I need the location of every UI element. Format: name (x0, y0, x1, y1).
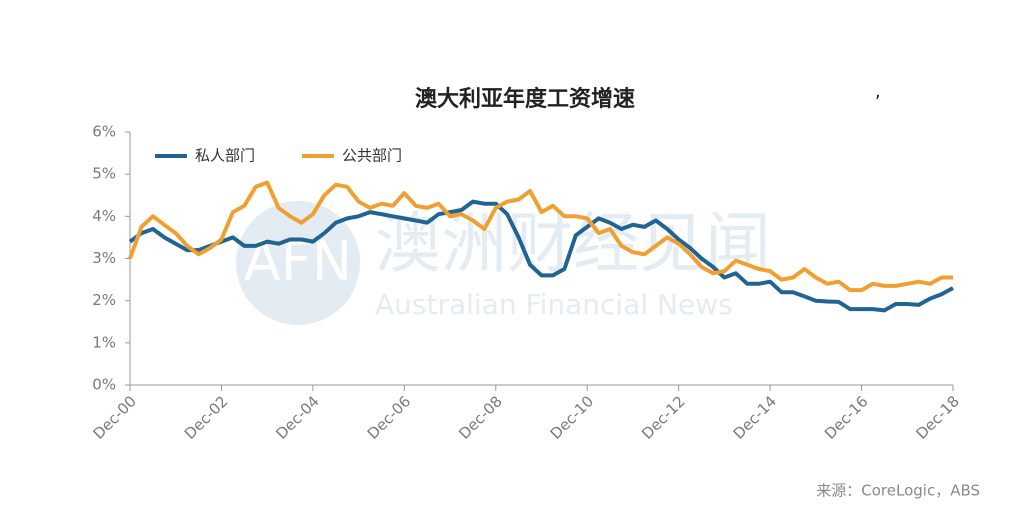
y-tick-label: 4% (92, 207, 116, 225)
y-tick-label: 2% (92, 291, 116, 309)
series-line (128, 180, 953, 293)
watermark: AFN 澳洲财经见闻 Australian Financial News (236, 201, 771, 325)
watermark-logo-circle (236, 201, 360, 325)
source: 来源：CoreLogic，ABS (816, 482, 980, 500)
y-tick-label: 5% (92, 165, 116, 183)
legend-label: 公共部门 (342, 147, 402, 165)
watermark-en: Australian Financial News (375, 288, 733, 321)
series-line (128, 199, 954, 313)
y-tick-label: 3% (92, 249, 116, 267)
y-tick-label: 1% (92, 333, 116, 351)
legend-label: 私人部门 (195, 147, 255, 165)
y-tick-label: 0% (92, 376, 116, 394)
chart-title: 澳大利亚年度工资增速 (415, 86, 635, 112)
y-tick-label: 6% (92, 123, 116, 141)
annotation: , (875, 81, 881, 102)
